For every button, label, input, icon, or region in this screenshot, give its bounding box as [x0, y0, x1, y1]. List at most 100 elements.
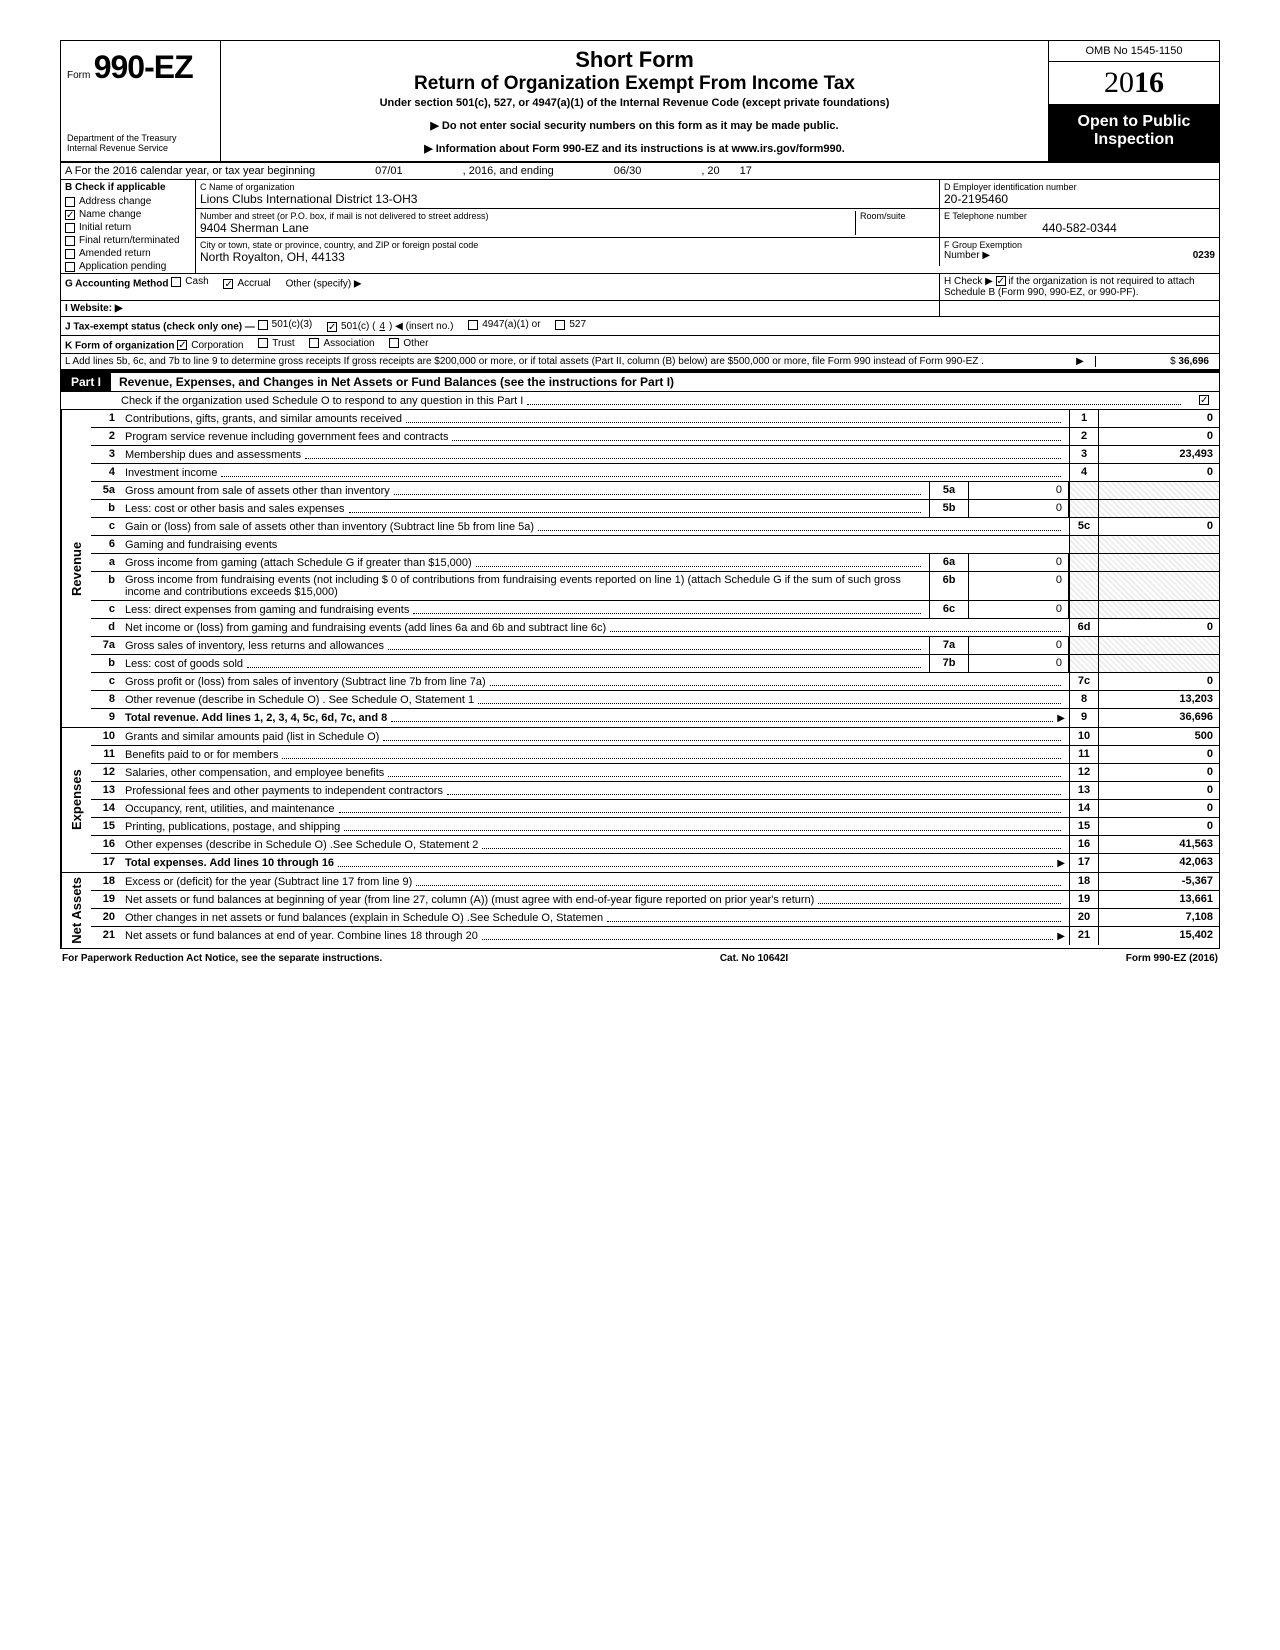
line-h: H Check ▶ if the organization is not req…	[939, 274, 1219, 300]
line-9: 9Total revenue. Add lines 1, 2, 3, 4, 5c…	[91, 709, 1219, 727]
line-3: 3Membership dues and assessments323,493	[91, 446, 1219, 464]
j-label: J Tax-exempt status (check only one) —	[65, 322, 255, 333]
chk-4947[interactable]: 4947(a)(1) or	[468, 319, 540, 330]
g-other: Other (specify) ▶	[286, 279, 362, 290]
line-11: 11Benefits paid to or for members110	[91, 746, 1219, 764]
info-link: ▶ Information about Form 990-EZ and its …	[231, 142, 1038, 155]
part1-tag: Part I	[61, 373, 111, 391]
l-text: L Add lines 5b, 6c, and 7b to line 9 to …	[65, 356, 1065, 367]
phone-value: 440-582-0344	[944, 221, 1215, 235]
line-5b: bLess: cost or other basis and sales exp…	[91, 500, 1219, 518]
subtitle: Under section 501(c), 527, or 4947(a)(1)…	[231, 97, 1038, 109]
line-17: 17Total expenses. Add lines 10 through 1…	[91, 854, 1219, 872]
line-4: 4Investment income40	[91, 464, 1219, 482]
col-cd: C Name of organization Lions Clubs Inter…	[196, 180, 1219, 273]
group-ex-value: 0239	[1193, 250, 1215, 261]
line-2: 2Program service revenue including gover…	[91, 428, 1219, 446]
chk-schedule-o[interactable]	[1199, 395, 1209, 405]
line-7c: cGross profit or (loss) from sales of in…	[91, 673, 1219, 691]
chk-final-return[interactable]: Final return/terminated	[61, 234, 195, 247]
chk-amended-return[interactable]: Amended return	[61, 247, 195, 260]
year-prefix: 20	[1104, 66, 1134, 99]
chk-initial-return[interactable]: Initial return	[61, 221, 195, 234]
line-gh: G Accounting Method Cash Accrual Other (…	[61, 274, 1219, 301]
addr-value: 9404 Sherman Lane	[200, 221, 855, 235]
footer-mid: Cat. No 10642I	[720, 953, 788, 964]
line-8: 8Other revenue (describe in Schedule O) …	[91, 691, 1219, 709]
line-1: 1Contributions, gifts, grants, and simil…	[91, 410, 1219, 428]
org-name-label: C Name of organization	[200, 182, 935, 192]
h-label: H Check ▶	[944, 276, 993, 287]
netassets-lines: 18Excess or (deficit) for the year (Subt…	[91, 873, 1219, 948]
group-ex-label2: Number ▶	[944, 250, 990, 261]
chk-application-pending[interactable]: Application pending	[61, 260, 195, 273]
netassets-label: Net Assets	[61, 873, 91, 948]
line-a-suffix: , 20	[701, 165, 719, 177]
chk-address-change[interactable]: Address change	[61, 195, 195, 208]
revenue-section: Revenue 1Contributions, gifts, grants, a…	[61, 410, 1219, 727]
open-to-public: Open to Public Inspection	[1049, 105, 1219, 161]
footer-right: Form 990-EZ (2016)	[1126, 953, 1218, 964]
expenses-label: Expenses	[61, 728, 91, 872]
form-number: 990-EZ	[94, 49, 193, 85]
chk-accrual[interactable]: Accrual	[223, 278, 270, 289]
line-14: 14Occupancy, rent, utilities, and mainte…	[91, 800, 1219, 818]
city-box: City or town, state or province, country…	[196, 238, 939, 266]
line-a-prefix: A For the 2016 calendar year, or tax yea…	[65, 165, 315, 177]
part1-header: Part I Revenue, Expenses, and Changes in…	[61, 371, 1219, 392]
chk-association[interactable]: Association	[309, 338, 374, 349]
chk-527[interactable]: 527	[555, 319, 586, 330]
line-16: 16Other expenses (describe in Schedule O…	[91, 836, 1219, 854]
chk-trust[interactable]: Trust	[258, 338, 294, 349]
line-k: K Form of organization Corporation Trust…	[61, 336, 1219, 355]
revenue-lines: 1Contributions, gifts, grants, and simil…	[91, 410, 1219, 727]
header-left: Form 990-EZ Department of the Treasury I…	[61, 41, 221, 161]
form-990ez: Form 990-EZ Department of the Treasury I…	[60, 40, 1220, 949]
line-21: 21Net assets or fund balances at end of …	[91, 927, 1219, 945]
addr-box: Number and street (or P.O. box, if mail …	[196, 209, 939, 237]
line-19: 19Net assets or fund balances at beginni…	[91, 891, 1219, 909]
part1-check-text: Check if the organization used Schedule …	[121, 395, 523, 407]
line-10: 10Grants and similar amounts paid (list …	[91, 728, 1219, 746]
line-6: 6Gaming and fundraising events	[91, 536, 1219, 554]
chk-corporation[interactable]: Corporation	[177, 340, 243, 351]
title-return: Return of Organization Exempt From Incom…	[231, 73, 1038, 95]
expense-lines: 10Grants and similar amounts paid (list …	[91, 728, 1219, 872]
g-label: G Accounting Method	[65, 279, 169, 290]
line-j: J Tax-exempt status (check only one) — 5…	[61, 317, 1219, 336]
footer-left: For Paperwork Reduction Act Notice, see …	[62, 953, 382, 964]
chk-other-org[interactable]: Other	[389, 338, 428, 349]
city-label: City or town, state or province, country…	[200, 240, 935, 250]
chk-501c[interactable]: 501(c) (4) ◀ (insert no.)	[327, 321, 453, 332]
form-label: Form	[67, 70, 90, 81]
omb-number: OMB No 1545-1150	[1049, 41, 1219, 62]
line-12: 12Salaries, other compensation, and empl…	[91, 764, 1219, 782]
chk-cash[interactable]: Cash	[171, 276, 208, 287]
line-5a: 5aGross amount from sale of assets other…	[91, 482, 1219, 500]
line-l: L Add lines 5b, 6c, and 7b to line 9 to …	[61, 354, 1219, 371]
phone-label: E Telephone number	[944, 211, 1215, 221]
expenses-section: Expenses 10Grants and similar amounts pa…	[61, 727, 1219, 872]
line-7a: 7aGross sales of inventory, less returns…	[91, 637, 1219, 655]
org-name-box: C Name of organization Lions Clubs Inter…	[196, 180, 939, 208]
addr-label: Number and street (or P.O. box, if mail …	[200, 211, 855, 221]
chk-schedule-b[interactable]	[996, 276, 1006, 286]
line-6a: aGross income from gaming (attach Schedu…	[91, 554, 1219, 572]
ein-box: D Employer identification number 20-2195…	[939, 180, 1219, 208]
netassets-section: Net Assets 18Excess or (deficit) for the…	[61, 872, 1219, 948]
line-h-cont	[939, 301, 1219, 316]
chk-name-change[interactable]: Name change	[61, 208, 195, 221]
header-right: OMB No 1545-1150 2016 Open to Public Ins…	[1049, 41, 1219, 161]
year-suffix: 16	[1134, 66, 1164, 99]
meta-grid: B Check if applicable Address change Nam…	[61, 180, 1219, 274]
part1-check-line: Check if the organization used Schedule …	[61, 392, 1219, 410]
k-label: K Form of organization	[65, 340, 174, 351]
tax-year-end: 06/30	[614, 165, 642, 177]
line-i: I Website: ▶	[61, 301, 939, 316]
org-name: Lions Clubs International District 13-OH…	[200, 192, 935, 206]
page-footer: For Paperwork Reduction Act Notice, see …	[60, 949, 1220, 968]
line-i-row: I Website: ▶	[61, 301, 1219, 317]
group-ex-label: F Group Exemption	[944, 240, 1022, 250]
chk-501c3[interactable]: 501(c)(3)	[258, 319, 313, 330]
line-6d: dNet income or (loss) from gaming and fu…	[91, 619, 1219, 637]
